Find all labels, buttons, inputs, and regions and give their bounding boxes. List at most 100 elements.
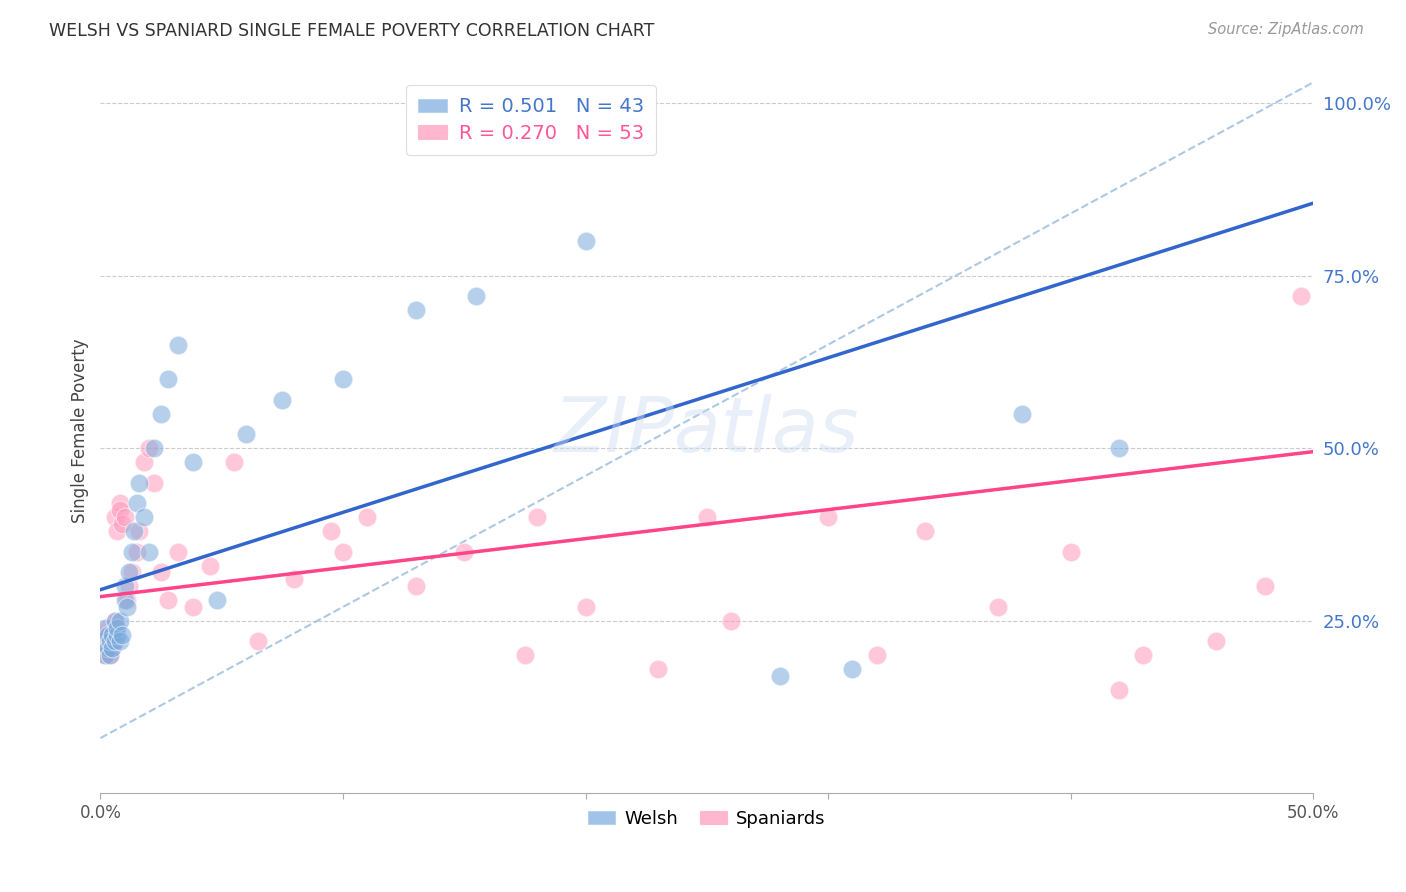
- Point: [128, 475, 150, 490]
- Point: [167, 545, 190, 559]
- Point: [114, 593, 136, 607]
- Point: [623, 130, 645, 145]
- Point: [157, 372, 180, 386]
- Point: [108, 503, 131, 517]
- Point: [142, 441, 165, 455]
- Point: [167, 337, 190, 351]
- Point: [271, 392, 294, 407]
- Point: [319, 524, 342, 538]
- Y-axis label: Single Female Poverty: Single Female Poverty: [72, 339, 89, 524]
- Point: [181, 455, 204, 469]
- Point: [142, 475, 165, 490]
- Point: [104, 634, 127, 648]
- Point: [91, 634, 114, 648]
- Point: [574, 599, 596, 614]
- Point: [91, 634, 114, 648]
- Point: [138, 545, 160, 559]
- Point: [138, 441, 160, 455]
- Point: [332, 372, 354, 386]
- Point: [914, 524, 936, 538]
- Point: [1289, 289, 1312, 303]
- Point: [98, 634, 121, 648]
- Point: [1011, 407, 1033, 421]
- Point: [101, 627, 124, 641]
- Point: [114, 510, 136, 524]
- Point: [104, 614, 127, 628]
- Point: [97, 641, 120, 656]
- Point: [817, 510, 839, 524]
- Point: [405, 579, 427, 593]
- Point: [283, 572, 305, 586]
- Point: [150, 407, 173, 421]
- Point: [101, 627, 124, 641]
- Point: [94, 648, 117, 663]
- Point: [118, 579, 141, 593]
- Point: [222, 455, 245, 469]
- Point: [124, 524, 146, 538]
- Point: [121, 566, 143, 580]
- Point: [332, 545, 354, 559]
- Point: [97, 641, 120, 656]
- Point: [526, 510, 548, 524]
- Point: [104, 510, 127, 524]
- Point: [111, 517, 134, 532]
- Point: [513, 648, 536, 663]
- Legend: Welsh, Spaniards: Welsh, Spaniards: [581, 803, 832, 835]
- Point: [768, 669, 790, 683]
- Point: [105, 627, 128, 641]
- Point: [1108, 682, 1130, 697]
- Point: [405, 303, 427, 318]
- Point: [101, 641, 124, 656]
- Point: [98, 634, 121, 648]
- Point: [235, 427, 257, 442]
- Text: ZIPatlas: ZIPatlas: [554, 394, 859, 468]
- Point: [1132, 648, 1154, 663]
- Point: [1205, 634, 1227, 648]
- Point: [1108, 441, 1130, 455]
- Point: [157, 593, 180, 607]
- Point: [97, 627, 120, 641]
- Point: [247, 634, 270, 648]
- Point: [720, 614, 742, 628]
- Point: [115, 593, 138, 607]
- Point: [108, 496, 131, 510]
- Point: [1060, 545, 1083, 559]
- Point: [198, 558, 221, 573]
- Point: [574, 234, 596, 248]
- Point: [97, 621, 120, 635]
- Point: [465, 289, 488, 303]
- Point: [132, 510, 155, 524]
- Point: [105, 524, 128, 538]
- Point: [114, 579, 136, 593]
- Point: [987, 599, 1010, 614]
- Point: [105, 621, 128, 635]
- Point: [841, 662, 863, 676]
- Point: [108, 634, 131, 648]
- Point: [94, 621, 117, 635]
- Point: [1254, 579, 1277, 593]
- Point: [98, 648, 121, 663]
- Text: Source: ZipAtlas.com: Source: ZipAtlas.com: [1208, 22, 1364, 37]
- Point: [125, 496, 148, 510]
- Point: [453, 545, 475, 559]
- Point: [98, 648, 121, 663]
- Point: [101, 641, 124, 656]
- Point: [128, 524, 150, 538]
- Point: [181, 599, 204, 614]
- Point: [94, 648, 117, 663]
- Point: [356, 510, 378, 524]
- Point: [205, 593, 228, 607]
- Point: [94, 627, 117, 641]
- Point: [118, 566, 141, 580]
- Point: [104, 614, 127, 628]
- Point: [647, 662, 669, 676]
- Text: WELSH VS SPANIARD SINGLE FEMALE POVERTY CORRELATION CHART: WELSH VS SPANIARD SINGLE FEMALE POVERTY …: [49, 22, 655, 40]
- Point: [865, 648, 887, 663]
- Point: [108, 614, 131, 628]
- Point: [111, 627, 134, 641]
- Point: [115, 599, 138, 614]
- Point: [125, 545, 148, 559]
- Point: [132, 455, 155, 469]
- Point: [696, 510, 718, 524]
- Point: [150, 566, 173, 580]
